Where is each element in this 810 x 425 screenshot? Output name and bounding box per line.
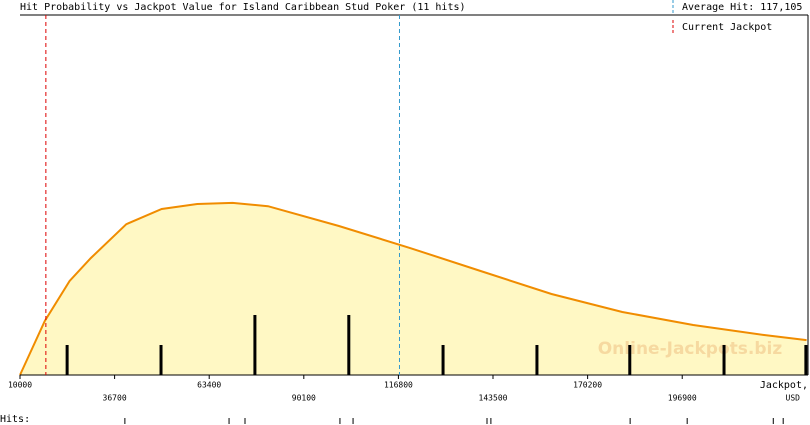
hit-bar <box>347 315 351 375</box>
hit-bar <box>65 345 69 375</box>
curve-line <box>19 201 807 376</box>
x-tick-label: 63400 <box>197 381 221 390</box>
watermark: Online-Jackpots.biz <box>598 339 783 359</box>
x-tick-label: 90100 <box>292 394 316 403</box>
x-tick-label: 116800 <box>384 381 413 390</box>
x-axis-unit: USD <box>786 394 801 403</box>
chart-title: Hit Probability vs Jackpot Value for Isl… <box>20 2 466 13</box>
legend-average: Average Hit: 117,105 <box>682 2 802 13</box>
x-tick-label: 170200 <box>573 381 602 390</box>
hits-label: Hits: <box>0 414 30 425</box>
hit-bar <box>159 345 163 375</box>
hit-bar <box>804 345 808 375</box>
hit-bar <box>535 345 539 375</box>
legend-current: Current Jackpot <box>682 22 772 33</box>
hit-bar <box>253 315 257 375</box>
x-tick-label: 196900 <box>668 394 697 403</box>
x-tick-label: 143500 <box>479 394 508 403</box>
curve-area <box>20 202 807 375</box>
hit-bar <box>628 345 632 375</box>
x-tick-label: 36700 <box>103 394 127 403</box>
hit-bar <box>722 345 726 375</box>
hit-bar <box>441 345 445 375</box>
x-tick-label: 10000 <box>8 381 32 390</box>
x-axis-label: Jackpot, <box>760 380 808 391</box>
